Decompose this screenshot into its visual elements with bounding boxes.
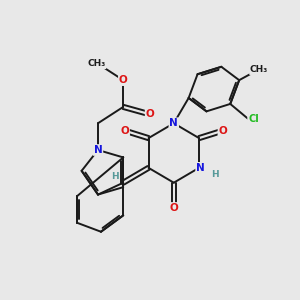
Text: H: H bbox=[211, 170, 218, 179]
Text: O: O bbox=[119, 75, 128, 85]
Text: O: O bbox=[146, 109, 154, 119]
Text: H: H bbox=[111, 172, 119, 181]
Text: O: O bbox=[218, 126, 227, 136]
Text: N: N bbox=[169, 118, 178, 128]
Text: CH₃: CH₃ bbox=[250, 65, 268, 74]
Text: Cl: Cl bbox=[248, 114, 259, 124]
Text: CH₃: CH₃ bbox=[87, 59, 106, 68]
Text: O: O bbox=[169, 203, 178, 213]
Text: N: N bbox=[94, 145, 102, 155]
Text: N: N bbox=[196, 163, 205, 173]
Text: O: O bbox=[120, 126, 129, 136]
